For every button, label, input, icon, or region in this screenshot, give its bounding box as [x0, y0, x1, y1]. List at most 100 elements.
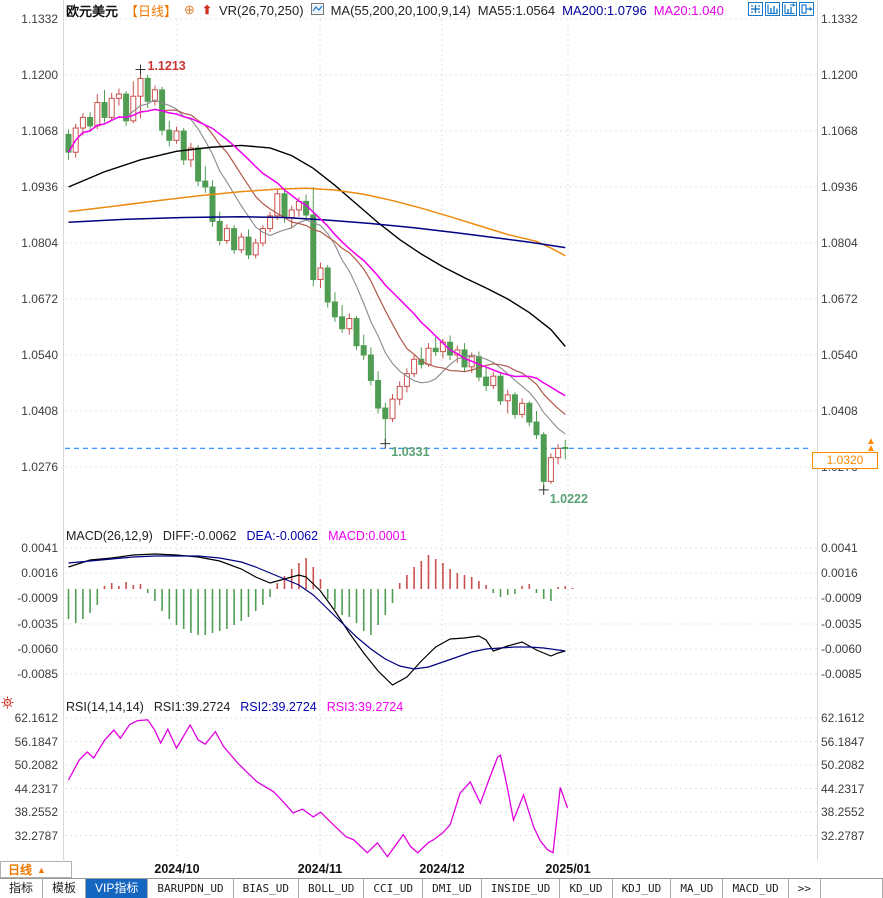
timeframe-selector[interactable]: 日线 ▲ [0, 861, 72, 878]
candle [317, 267, 324, 280]
macd-axis-tick: -0.0060 [821, 642, 862, 656]
price-axis-tick: 1.0936 [21, 180, 58, 194]
exit-chart-icon[interactable] [799, 2, 814, 16]
candle [504, 394, 511, 402]
axis-pan-icon[interactable] [782, 2, 797, 16]
macd-diff-value: DIFF:-0.0062 [162, 529, 237, 543]
rsi-axis-tick: 56.1847 [821, 734, 865, 749]
tab-BIAS_UD[interactable]: BIAS_UD [234, 879, 299, 898]
tab-MACD_UD[interactable]: MACD_UD [723, 879, 789, 898]
ma55-line [68, 144, 566, 347]
date-label: 2024/10 [154, 862, 200, 876]
tab-VIP指标[interactable]: VIP指标 [86, 879, 149, 898]
indicator-flag-icon[interactable] [1, 696, 14, 709]
candle [367, 354, 374, 381]
candle [288, 209, 295, 219]
diff-line [68, 553, 566, 686]
up-arrow-icon[interactable]: ⬆ [201, 3, 212, 17]
indicator-tab-bar: 指标 模板 VIP指标 BARUPDN_UD BIAS_UD BOLL_UD CCI_UD D… [0, 878, 883, 898]
tab-DMI_UD[interactable]: DMI_UD [423, 879, 482, 898]
candle [144, 77, 151, 102]
candle [331, 301, 338, 318]
price-axis-tick: 1.0408 [821, 404, 858, 418]
macd-panel-header: MACD(26,12,9) DIFF:-0.0062 DEA:-0.0062 M… [66, 529, 407, 543]
price-axis-tick: 1.1332 [821, 12, 858, 26]
rsi-axis-tick: 62.1612 [14, 711, 58, 725]
circle-plus-icon[interactable]: ⊕ [184, 2, 195, 17]
candle [353, 318, 360, 347]
candle [115, 93, 122, 99]
price-axis-tick: 1.0540 [21, 348, 58, 362]
macd-axis-tick: 0.0016 [21, 566, 58, 580]
rsi-axis-tick: 62.1612 [821, 711, 865, 725]
candle [274, 193, 281, 217]
rsi1-value: RSI1:39.2724 [153, 700, 231, 714]
candle [223, 228, 230, 241]
timeframe-label: 日线 [8, 863, 33, 877]
candle [281, 193, 288, 219]
tab-bar-filler [821, 879, 883, 898]
candle [231, 228, 238, 251]
tab-模板[interactable]: 模板 [43, 879, 87, 898]
dea-line [68, 555, 566, 670]
price-axis-tick: 1.1068 [821, 124, 858, 138]
tab-BOLL_UD[interactable]: BOLL_UD [299, 879, 365, 898]
rsi3-value: RSI3:39.2724 [326, 700, 404, 714]
macd-dea-value: DEA:-0.0062 [246, 529, 319, 543]
rsi-axis-tick: 32.2787 [821, 828, 865, 843]
last-price-tag: 1.0320 [812, 452, 878, 469]
rsi-axis-tick: 38.2552 [821, 805, 865, 819]
ma100-line [68, 187, 566, 257]
price-axis-tick: 1.0672 [821, 292, 858, 306]
macd-axis-tick: -0.0035 [821, 617, 862, 631]
price-axis-tick: 1.0276 [21, 460, 58, 474]
candle [519, 402, 526, 415]
rsi-axis-tick: 44.2317 [14, 781, 58, 796]
candle [375, 379, 382, 409]
tab-CCI_UD[interactable]: CCI_UD [364, 879, 424, 898]
candle [403, 373, 410, 387]
candle [339, 316, 346, 330]
tab->>[interactable]: >> [789, 879, 822, 898]
chart-toolbar [748, 2, 814, 16]
candle [360, 345, 367, 356]
tab-KD_UD[interactable]: KD_UD [560, 879, 613, 898]
candle [346, 318, 353, 330]
ma200-line [68, 215, 566, 249]
rsi-axis-tick: 44.2317 [821, 781, 865, 796]
candle [137, 77, 144, 97]
line-chart-icon[interactable] [310, 2, 324, 18]
rsi-axis-tick: 56.1847 [14, 734, 58, 749]
date-label: 2024/12 [419, 862, 465, 876]
axis-scale-icon[interactable] [765, 2, 780, 16]
rsi-axis-tick: 38.2552 [14, 805, 58, 819]
candle [209, 186, 216, 222]
price-up-marker: ▲ ▲ [866, 436, 876, 454]
tab-INSIDE_UD[interactable]: INSIDE_UD [482, 879, 561, 898]
candle [123, 93, 130, 122]
date-label: 2024/11 [297, 862, 343, 876]
tab-MA_UD[interactable]: MA_UD [671, 879, 724, 898]
candle [389, 398, 396, 420]
price-axis-tick: 1.0936 [821, 180, 858, 194]
candle [108, 97, 115, 118]
rsi-title: RSI(14,14,14) [66, 700, 144, 714]
ma55-value: MA55:1.0564 [477, 2, 556, 18]
price-axis-tick: 1.0804 [21, 236, 58, 250]
price-axis-tick: 1.1332 [21, 12, 58, 26]
macd-title: MACD(26,12,9) [66, 529, 153, 543]
crosshair-icon[interactable] [748, 2, 763, 16]
tab-BARUPDN_UD[interactable]: BARUPDN_UD [148, 879, 234, 898]
tab-KDJ_UD[interactable]: KDJ_UD [613, 879, 672, 898]
tab-指标[interactable]: 指标 [0, 879, 44, 898]
price-axis-tick: 1.0672 [21, 292, 58, 306]
macd-axis-tick: -0.0085 [821, 667, 862, 681]
rsi2-value: RSI2:39.2724 [240, 700, 317, 714]
candle [87, 116, 94, 127]
candle [166, 129, 173, 141]
ma20-value: MA20:1.040 [653, 2, 724, 18]
candle [555, 447, 562, 459]
swing-low-label: 1.0331 [391, 444, 430, 459]
